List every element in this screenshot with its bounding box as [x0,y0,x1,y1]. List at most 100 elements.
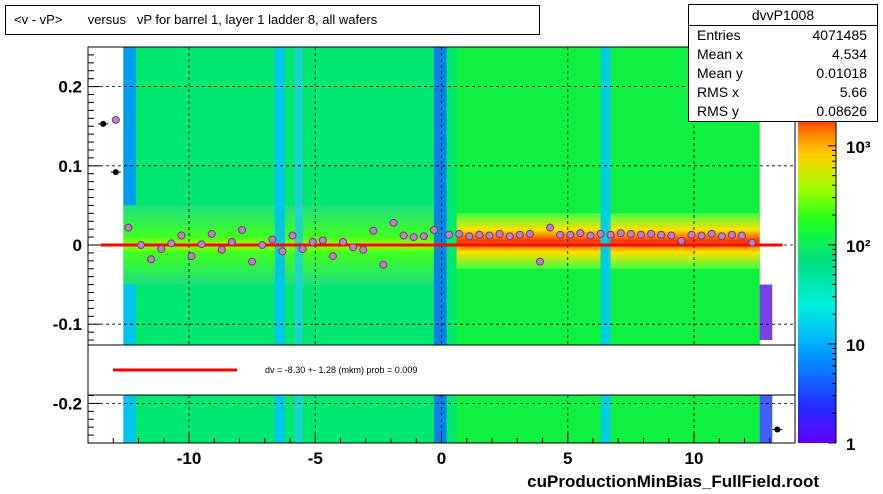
profile-point [687,230,696,239]
stats-label: Entries [697,27,741,43]
profile-point [187,252,196,261]
histogram-title: <v - vP> versus vP for barrel 1, layer 1… [5,5,540,35]
fit-legend: dv = -8.30 +- 1.28 (mkm) prob = 0.009 [87,344,796,396]
color-scale-bar [798,116,836,443]
profile-point [409,233,418,242]
profile-point [566,230,575,239]
profile-point [717,232,726,241]
profile-point [167,239,176,248]
profile-point [677,237,686,246]
profile-point [455,229,464,238]
profile-point [606,230,615,239]
color-scale-label: 10² [846,237,871,256]
profile-point [475,230,484,239]
color-scale-label: 10 [846,336,865,355]
stats-row-mean-x: Mean x 4.534 [689,45,877,64]
profile-point [495,229,504,238]
profile-point [667,231,676,240]
heatmap-stripe [759,387,773,443]
color-scale-label: 10³ [846,138,871,157]
profile-point [177,231,186,240]
profile-point [369,226,378,235]
profile-point [429,225,438,234]
profile-point [399,231,408,240]
y-tick-label: -0.1 [53,315,82,334]
profile-point [525,229,534,238]
stats-value: 4071485 [812,27,867,43]
profile-point [339,237,348,246]
profile-point [647,229,656,238]
profile-point [657,230,666,239]
x-tick-label: 0 [437,449,446,468]
stats-box: dvvP1008 Entries 4071485 Mean x 4.534 Me… [688,4,878,122]
profile-point [258,241,267,249]
stats-label: RMS y [697,103,739,119]
stats-value: 5.66 [839,84,867,100]
profile-point [727,230,736,239]
x-axis: -10 -5 0 5 10 [112,433,771,468]
profile-point [111,115,120,124]
stats-value: 0.08626 [816,103,867,119]
profile-point [465,232,474,241]
profile-point [124,223,133,232]
profile-point [707,229,716,238]
stats-label: Mean x [697,46,743,62]
stats-row-rms-x: RMS x 5.66 [689,83,877,102]
stats-row-entries: Entries 4071485 [689,26,877,45]
profile-point [535,257,544,266]
stats-label: Mean y [697,65,743,81]
profile-point [147,255,156,264]
profile-point [278,247,287,256]
profile-point [485,231,494,240]
x-tick-label: 5 [563,449,572,468]
heatmap-core-band [456,213,601,269]
legend-text: dv = -8.30 +- 1.28 (mkm) prob = 0.009 [265,365,417,375]
heatmap-stripe [759,284,773,341]
stats-value: 0.01018 [816,65,867,81]
profile-point [349,243,358,252]
profile-point [515,230,524,239]
y-tick-label: -0.2 [53,394,82,413]
stats-row-rms-y: RMS y 0.08626 [689,102,877,121]
profile-point [137,241,146,249]
profile-point [359,245,368,254]
x-tick-label: 10 [685,449,704,468]
profile-point [318,236,327,245]
profile-point [737,231,746,240]
y-tick-label: 0 [73,236,82,255]
profile-point [389,218,398,227]
profile-point [748,238,757,247]
stats-label: RMS x [697,84,739,100]
profile-point [207,229,216,238]
profile-point [445,230,454,239]
y-tick-label: 0.1 [58,157,82,176]
profile-point [505,232,514,241]
profile-point [616,229,625,238]
file-name-footer: cuProductionMinBias_FullField.root [527,472,819,491]
profile-point [556,230,565,239]
heatmap-stripe [123,47,136,206]
profile-point [576,229,585,238]
profile-point [586,231,595,240]
profile-point [268,235,277,244]
profile-point [197,240,206,249]
profile-point [227,237,236,246]
y-tick-label: 0.2 [58,78,82,97]
profile-point [238,225,247,234]
profile-point [546,223,555,232]
profile-point [636,230,645,239]
y-axis: -0.2 -0.1 0 0.1 0.2 [53,46,100,444]
profile-point [288,231,297,240]
stats-title: dvvP1008 [689,5,877,26]
profile-point [596,229,605,238]
stats-row-mean-y: Mean y 0.01018 [689,64,877,83]
profile-point [217,245,226,254]
x-tick-label: -5 [308,449,323,468]
profile-layer [98,115,783,433]
profile-point [419,232,428,241]
color-scale: 1 10 10² 10³ [798,115,871,454]
profile-point [308,237,317,246]
x-tick-label: -10 [177,449,202,468]
color-scale-label: 1 [846,435,855,454]
